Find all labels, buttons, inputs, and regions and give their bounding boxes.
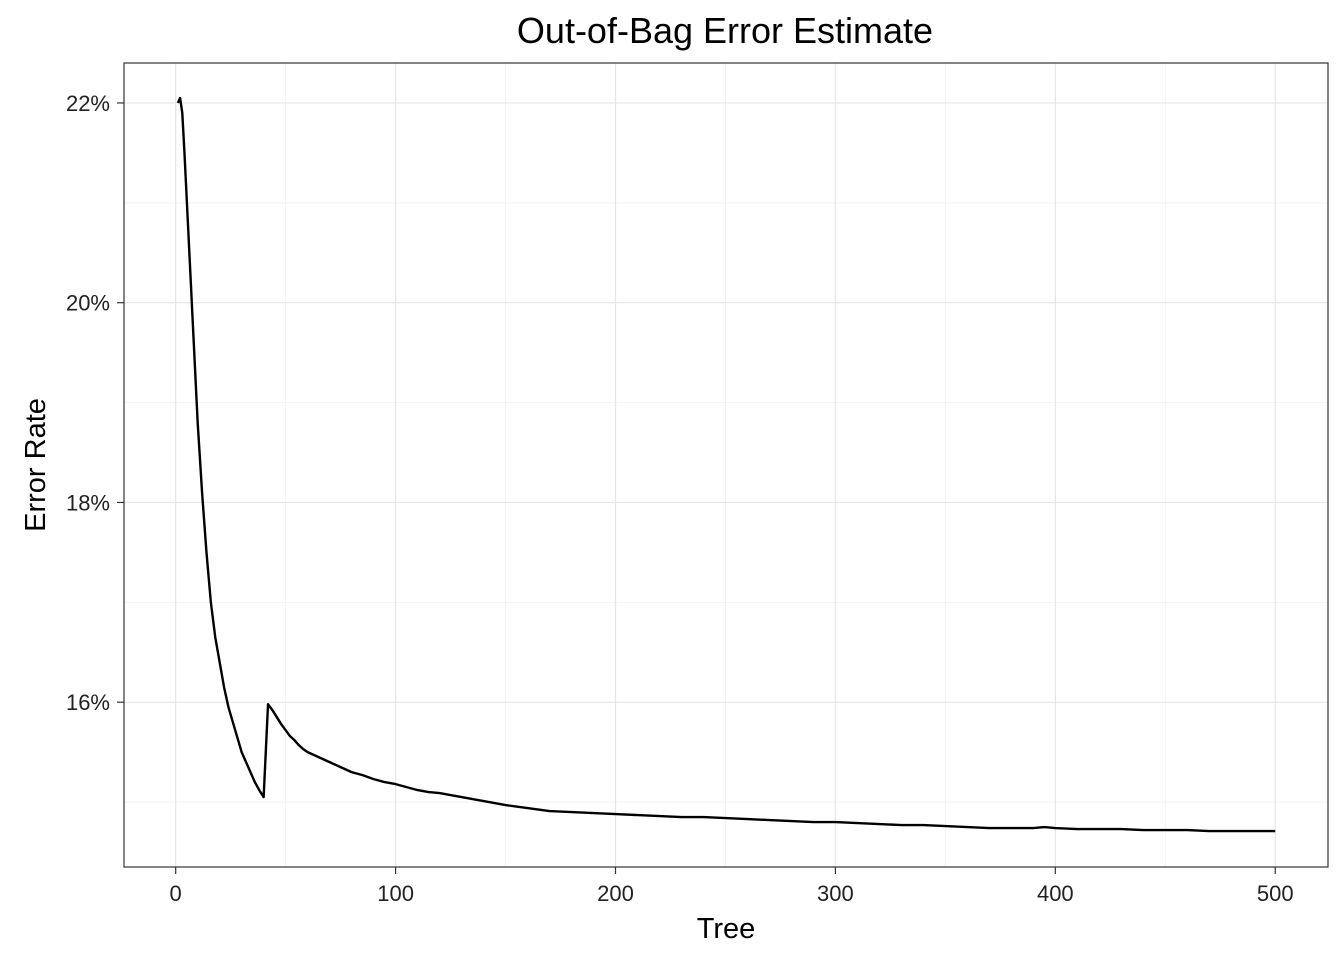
x-tick-label: 0 <box>170 881 182 906</box>
grid-lines <box>124 63 1328 867</box>
x-tick-label: 500 <box>1257 881 1294 906</box>
x-tick-label: 400 <box>1037 881 1074 906</box>
x-tick-label: 100 <box>377 881 414 906</box>
series-layer <box>176 96 1276 833</box>
y-tick-label: 18% <box>66 490 110 515</box>
plot-background <box>124 63 1328 867</box>
y-tick-label: 16% <box>66 690 110 715</box>
axis-ticks: 0 100 200 300 400 500 16% 18% 20% 22% <box>66 91 1294 906</box>
x-tick-label: 200 <box>597 881 634 906</box>
y-tick-label: 22% <box>66 91 110 116</box>
chart-title: Out-of-Bag Error Estimate <box>517 10 933 51</box>
series-line <box>176 96 1276 833</box>
x-axis-title: Tree <box>697 913 756 945</box>
plot-border <box>123 62 1329 868</box>
y-tick-label: 20% <box>66 291 110 316</box>
y-axis-title: Error Rate <box>20 398 52 532</box>
x-tick-label: 300 <box>817 881 854 906</box>
